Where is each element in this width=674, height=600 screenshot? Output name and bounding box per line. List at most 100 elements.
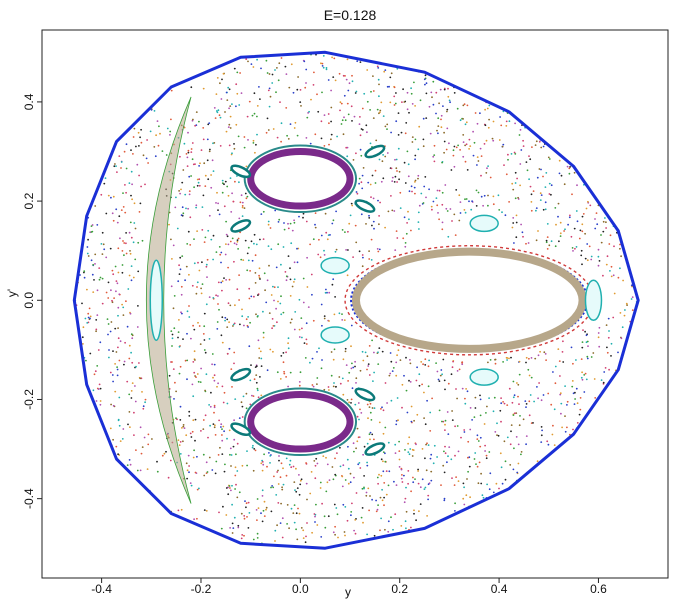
sea-point xyxy=(444,452,447,455)
sea-point xyxy=(390,516,392,519)
sea-point xyxy=(312,84,315,86)
sea-point xyxy=(110,403,112,406)
sea-point xyxy=(189,216,192,219)
sea-point xyxy=(174,206,177,209)
sea-point xyxy=(243,517,246,520)
sea-point xyxy=(133,411,135,414)
sea-point xyxy=(235,243,238,246)
sea-point xyxy=(133,222,136,224)
sea-point xyxy=(267,89,270,92)
sea-point xyxy=(105,256,108,259)
sea-point xyxy=(117,314,119,317)
sea-point xyxy=(313,460,316,462)
sea-point xyxy=(358,177,361,180)
sea-point xyxy=(369,402,372,405)
sea-point xyxy=(390,167,393,170)
secondary-island xyxy=(230,367,252,382)
sea-point xyxy=(421,383,423,386)
sea-point xyxy=(125,300,127,303)
sea-point xyxy=(144,183,146,186)
sea-point xyxy=(534,144,537,147)
sea-point xyxy=(293,481,296,483)
sea-point xyxy=(536,386,538,388)
sea-point xyxy=(268,105,271,108)
secondary-island xyxy=(364,442,386,456)
sea-point xyxy=(191,383,194,386)
sea-point xyxy=(149,130,152,133)
sea-point xyxy=(129,463,132,466)
sea-point xyxy=(493,396,496,399)
sea-point xyxy=(370,419,373,421)
sea-point xyxy=(109,427,112,430)
sea-point xyxy=(446,108,449,111)
sea-point xyxy=(630,298,633,300)
sea-point xyxy=(498,209,501,211)
sea-point xyxy=(389,101,392,104)
sea-point xyxy=(277,221,280,223)
sea-point xyxy=(432,200,435,203)
sea-point xyxy=(410,526,412,529)
sea-point xyxy=(231,503,234,506)
sea-point xyxy=(111,299,113,302)
sea-point xyxy=(257,507,260,509)
sea-point xyxy=(491,137,494,140)
sea-point xyxy=(366,464,369,467)
sea-point xyxy=(432,155,435,158)
sea-point xyxy=(372,90,375,92)
sea-point xyxy=(256,133,258,136)
sea-point xyxy=(476,465,479,468)
sea-point xyxy=(327,386,330,388)
sea-point xyxy=(213,107,216,109)
sea-point xyxy=(128,182,131,185)
sea-point xyxy=(397,349,400,352)
sea-point xyxy=(540,194,543,197)
sea-point xyxy=(238,217,241,220)
sea-point xyxy=(410,92,413,95)
sea-point xyxy=(241,206,244,209)
sea-point xyxy=(542,145,545,148)
sea-point xyxy=(220,426,222,428)
sea-point xyxy=(299,101,302,103)
sea-point xyxy=(115,351,118,353)
sea-point xyxy=(365,223,367,225)
sea-point xyxy=(90,225,93,228)
sea-point xyxy=(186,378,188,381)
sea-point xyxy=(428,105,431,108)
sea-point xyxy=(112,380,114,383)
sea-point xyxy=(562,361,565,363)
sea-point xyxy=(205,303,208,306)
sea-point xyxy=(416,366,418,369)
sea-point xyxy=(168,374,171,377)
sea-point xyxy=(99,276,102,279)
sea-point xyxy=(613,245,615,248)
sea-point xyxy=(535,207,538,210)
sea-point xyxy=(465,121,468,124)
sea-point xyxy=(417,177,419,180)
sea-point xyxy=(583,374,586,376)
sea-point xyxy=(518,373,521,376)
sea-point xyxy=(189,482,192,484)
sea-point xyxy=(351,120,353,122)
sea-point xyxy=(347,89,350,92)
sea-point xyxy=(522,139,524,142)
sea-point xyxy=(440,484,442,486)
sea-point xyxy=(264,289,266,292)
sea-point xyxy=(233,362,235,365)
sea-point xyxy=(237,524,240,527)
sea-point xyxy=(457,480,460,482)
sea-point xyxy=(350,514,352,517)
sea-point xyxy=(255,365,258,368)
sea-point xyxy=(233,143,235,145)
sea-point xyxy=(417,174,420,177)
sea-point xyxy=(96,224,99,226)
sea-point xyxy=(296,261,299,264)
sea-point xyxy=(187,149,190,152)
sea-point xyxy=(423,78,426,81)
sea-point xyxy=(193,186,196,189)
sea-point xyxy=(122,306,125,309)
sea-point xyxy=(605,324,608,326)
sea-point xyxy=(184,279,187,282)
sea-point xyxy=(314,223,316,226)
sea-point xyxy=(210,238,213,241)
sea-point xyxy=(582,329,584,331)
